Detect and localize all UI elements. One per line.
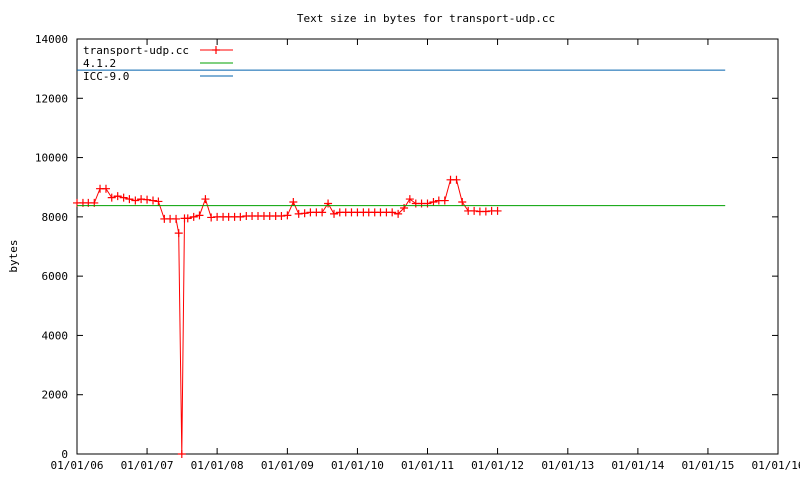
data-point — [493, 206, 502, 215]
y-tick-label: 6000 — [42, 270, 69, 283]
data-point — [388, 208, 397, 217]
data-point — [113, 192, 122, 201]
x-tick-label: 01/01/12 — [471, 459, 524, 472]
data-point — [101, 184, 110, 193]
data-point — [119, 193, 128, 202]
data-point — [236, 212, 245, 221]
x-tick-label: 01/01/06 — [51, 459, 104, 472]
y-tick-label: 12000 — [35, 92, 68, 105]
data-point — [330, 209, 339, 218]
x-tick-label: 01/01/09 — [261, 459, 314, 472]
data-point — [131, 196, 140, 205]
y-tick-label: 0 — [61, 448, 68, 461]
data-point — [172, 214, 181, 223]
data-point — [283, 211, 292, 220]
legend-label: ICC-9.0 — [83, 70, 129, 83]
legend-label: 4.1.2 — [83, 57, 116, 70]
y-tick-label: 14000 — [35, 33, 68, 46]
data-point — [195, 211, 204, 220]
x-axis: 01/01/06 01/01/07 01/01/08 01/01/09 01/01/10… — [51, 39, 800, 472]
data-point — [177, 450, 186, 458]
legend-marker — [212, 46, 220, 54]
legend-label: transport-udp.cc — [83, 44, 189, 57]
data-point — [440, 196, 449, 205]
data-point — [289, 198, 298, 207]
y-tick-label: 8000 — [42, 211, 69, 224]
x-tick-label: 01/01/10 — [331, 459, 384, 472]
data-point — [452, 175, 461, 184]
data-point — [149, 196, 158, 205]
series-layer — [73, 69, 726, 458]
data-point — [189, 212, 198, 221]
data-point — [423, 199, 432, 208]
data-point — [405, 195, 414, 204]
data-point — [107, 193, 116, 202]
x-tick-label: 01/01/16 — [752, 459, 800, 472]
data-point — [154, 197, 163, 206]
x-tick-label: 01/01/15 — [681, 459, 734, 472]
data-point — [300, 209, 309, 218]
data-point — [429, 198, 438, 207]
data-point — [183, 214, 192, 223]
data-point — [143, 195, 152, 204]
x-tick-label: 01/01/11 — [401, 459, 454, 472]
data-point — [174, 229, 183, 238]
y-tick-label: 4000 — [42, 329, 69, 342]
x-tick-label: 01/01/07 — [121, 459, 174, 472]
series-line — [77, 179, 498, 455]
y-axis: 0 2000 4000 6000 8000 10000 12000 14000 — [35, 33, 778, 461]
data-point — [125, 195, 134, 204]
chart-title: Text size in bytes for transport-udp.cc — [297, 12, 555, 25]
x-tick-label: 01/01/13 — [541, 459, 594, 472]
data-point — [318, 208, 327, 217]
data-point — [324, 199, 333, 208]
data-point — [458, 198, 467, 207]
x-tick-label: 01/01/08 — [191, 459, 244, 472]
x-tick-label: 01/01/14 — [611, 459, 664, 472]
data-point — [394, 209, 403, 218]
series-points — [73, 175, 502, 458]
y-tick-label: 2000 — [42, 389, 69, 402]
y-axis-label: bytes — [7, 239, 20, 272]
data-point — [201, 195, 210, 204]
y-tick-label: 10000 — [35, 152, 68, 165]
